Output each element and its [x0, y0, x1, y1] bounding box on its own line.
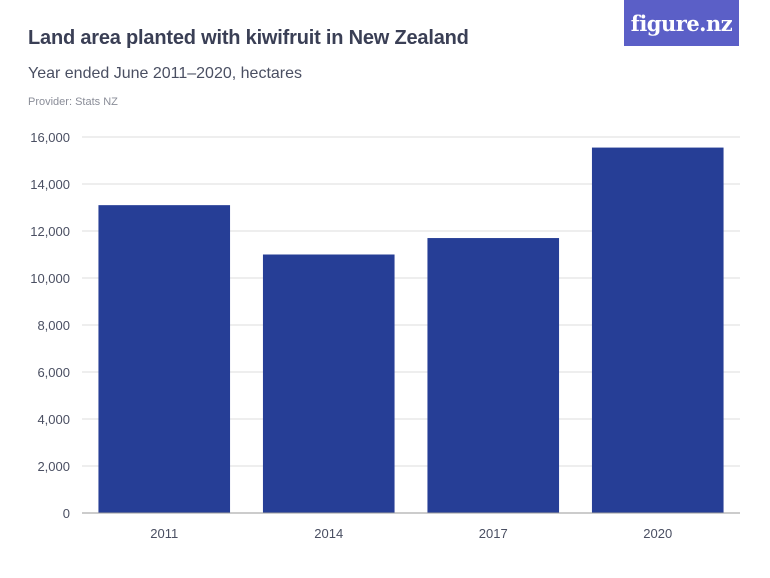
figure-nz-logo[interactable]: figure.nz	[624, 0, 739, 46]
y-axis-ticks: 0 2,000 4,000 6,000 8,000 10,000 12,000 14,000 1…	[30, 130, 70, 521]
y-tick-label: 0	[63, 506, 70, 521]
y-tick-label: 16,000	[30, 130, 70, 145]
bar-2011[interactable]	[98, 205, 231, 513]
x-tick-label: 2020	[643, 526, 672, 541]
y-tick-label: 8,000	[37, 318, 70, 333]
x-tick-label: 2014	[314, 526, 343, 541]
y-tick-label: 14,000	[30, 177, 70, 192]
y-tick-label: 2,000	[37, 459, 70, 474]
bars	[98, 147, 724, 514]
x-axis-ticks: 2011 2014 2017 2020	[150, 526, 672, 541]
chart-title: Land area planted with kiwifruit in New …	[28, 27, 469, 49]
chart-subtitle: Year ended June 2011–2020, hectares	[28, 65, 303, 82]
y-tick-label: 10,000	[30, 271, 70, 286]
x-tick-label: 2017	[479, 526, 508, 541]
x-tick-label: 2011	[150, 526, 178, 541]
bar-2014[interactable]	[262, 254, 395, 514]
data-provider: Provider: Stats NZ	[28, 96, 118, 108]
y-tick-label: 4,000	[37, 412, 70, 427]
bar-2020[interactable]	[591, 147, 724, 513]
y-tick-label: 6,000	[37, 365, 70, 380]
bar-2017[interactable]	[427, 238, 560, 514]
y-tick-label: 12,000	[30, 224, 70, 239]
